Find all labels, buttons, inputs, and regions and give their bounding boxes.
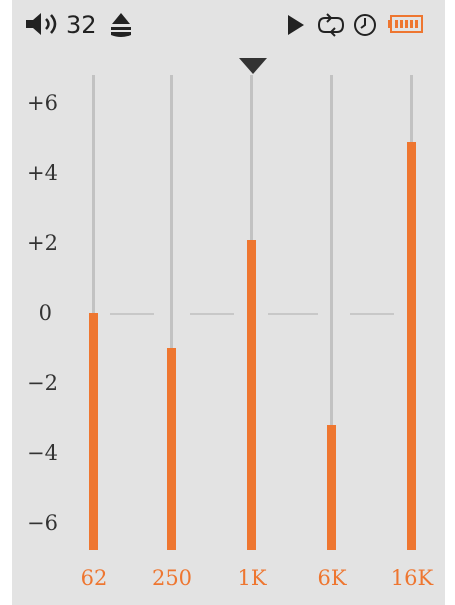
- play-icon: [288, 15, 304, 35]
- eject-style-icon: [111, 13, 131, 37]
- gain-label-zero: 0: [38, 301, 52, 325]
- band-6k-level[interactable]: [327, 425, 336, 550]
- equalizer-screen: 32 +6 +4 +2: [12, 0, 445, 605]
- repeat-icon: [317, 13, 345, 37]
- band-16k-label: 16K: [390, 566, 434, 590]
- band-6k-track[interactable]: [330, 75, 333, 550]
- band-62-label: 62: [80, 566, 108, 590]
- band-1k-label: 1K: [237, 566, 267, 590]
- band-250-track[interactable]: [170, 75, 173, 550]
- band-250-level[interactable]: [167, 348, 176, 550]
- speaker-icon: [26, 13, 57, 35]
- gain-label-plus2: +2: [27, 231, 58, 255]
- gain-label-plus6: +6: [27, 91, 58, 115]
- zero-line-segment: [110, 313, 154, 315]
- band-16k-level[interactable]: [407, 141, 416, 550]
- band-62-track[interactable]: [92, 75, 95, 550]
- gain-label-minus2: −2: [27, 371, 58, 395]
- band-1k-level[interactable]: [247, 239, 256, 550]
- zero-line-segment: [350, 313, 394, 315]
- band-62-level[interactable]: [89, 313, 98, 550]
- gain-label-plus4: +4: [27, 161, 58, 185]
- band-250-label: 250: [151, 566, 193, 590]
- zero-line-segment: [190, 313, 234, 315]
- volume-value: 32: [66, 11, 97, 39]
- band-6k-label: 6K: [317, 566, 347, 590]
- gain-label-minus6: −6: [27, 511, 58, 535]
- selected-band-pointer: [239, 58, 267, 74]
- status-bar: 32: [12, 0, 445, 50]
- gain-label-minus4: −4: [27, 441, 58, 465]
- zero-line-segment: [268, 313, 318, 315]
- battery-icon: [388, 15, 423, 33]
- clock-icon: [354, 14, 376, 36]
